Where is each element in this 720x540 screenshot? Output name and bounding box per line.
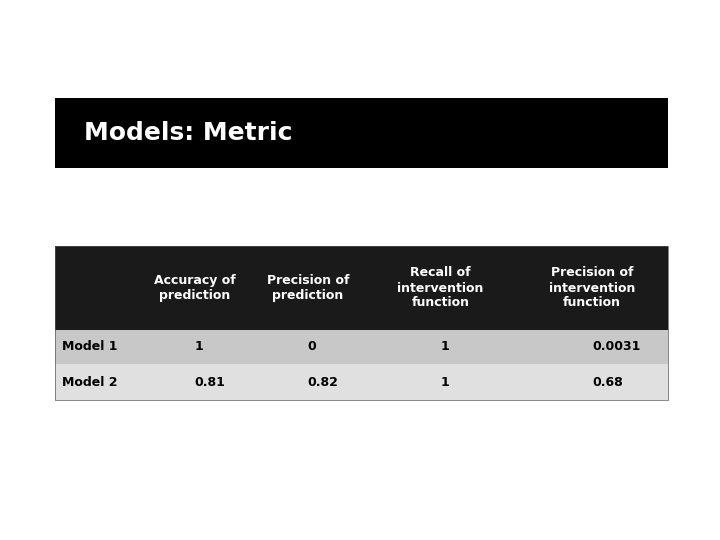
Text: Model 2: Model 2: [62, 375, 117, 388]
Text: 1: 1: [441, 341, 449, 354]
Text: Accuracy of
prediction: Accuracy of prediction: [153, 274, 235, 302]
Text: 0.82: 0.82: [308, 375, 338, 388]
Text: 0.0031: 0.0031: [592, 341, 641, 354]
Text: Precision of
intervention
function: Precision of intervention function: [549, 267, 635, 309]
Text: Models: Metric: Models: Metric: [84, 121, 292, 145]
Text: Precision of
prediction: Precision of prediction: [266, 274, 349, 302]
Text: 0: 0: [308, 341, 317, 354]
Text: Recall of
intervention
function: Recall of intervention function: [397, 267, 484, 309]
Text: 1: 1: [441, 375, 449, 388]
Text: 1: 1: [194, 341, 203, 354]
Text: Model 1: Model 1: [62, 341, 117, 354]
Text: 0.81: 0.81: [194, 375, 225, 388]
Text: 0.68: 0.68: [592, 375, 623, 388]
